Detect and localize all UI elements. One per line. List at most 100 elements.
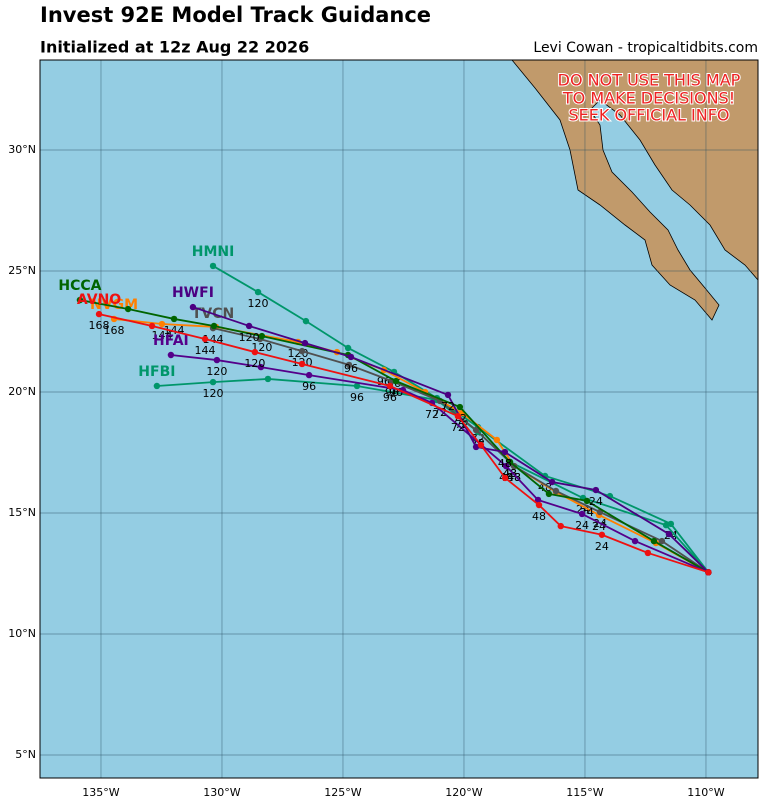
track-point [472,443,480,451]
track-point [95,310,103,318]
track-point [472,426,480,434]
track-point [251,348,259,356]
track-point [353,382,361,390]
hour-label: 96 [302,380,316,393]
track-point [650,537,658,545]
track-point [298,347,306,355]
track-point [148,322,156,330]
ocean [40,60,758,778]
track-point [170,315,178,323]
hour-label: 96 [344,362,358,375]
track-point [209,262,217,270]
track-point [189,303,197,311]
y-tick-label: 25°N [8,264,36,277]
track-point [548,478,556,486]
track-point [347,353,355,361]
track-point [662,521,670,529]
track-point [344,344,352,352]
hour-label: 72 [451,421,465,434]
track-point [501,474,509,482]
model-name: HFAI [153,333,189,349]
track-point [158,320,166,328]
track-point [345,361,353,369]
hour-label: 144 [195,344,216,357]
track-point [583,497,591,505]
track-point [245,322,253,330]
track-point [477,441,485,449]
title: Invest 92E Model Track Guidance [40,3,431,27]
track-point [598,531,606,538]
track-point [124,305,132,313]
track-point [257,363,265,371]
hour-label: 120 [239,331,260,344]
track-point [153,382,161,390]
track-point [213,356,221,364]
track-point [506,458,514,466]
hour-label: 24 [575,519,589,532]
hour-label: 168 [104,324,125,337]
y-tick-label: 30°N [8,143,36,156]
hour-label: 48 [507,471,521,484]
track-point [209,378,217,386]
grid [40,60,758,778]
hour-label: 72 [425,408,439,421]
track-point [557,522,564,530]
track-point [386,382,394,390]
x-tick-label: 110°W [687,786,724,799]
track-point [502,462,510,470]
map-frame [39,59,759,779]
x-tick-label: 125°W [324,786,361,799]
track-point [298,360,306,368]
track-point [302,317,310,325]
land [511,60,758,321]
track-point [210,322,218,330]
track-point [578,510,586,518]
tracks: 24487296120HMNI24487296120HFBI2448729612… [58,244,712,576]
x-tick-label: 130°W [203,786,240,799]
track-point [493,436,501,444]
track-point [644,549,652,557]
hour-label: 120 [244,357,265,370]
x-tick-label: 115°W [566,786,603,799]
hour-label: 48 [507,471,521,484]
track-point [201,335,209,343]
hour-label: 48 [498,457,512,470]
track-point [631,537,639,545]
hour-label: 120 [206,365,227,378]
track-point [258,332,266,340]
model-name: AVNO [77,292,121,308]
hour-label: 144 [164,324,185,337]
track-point [592,486,600,494]
track-line [98,313,709,574]
warning-line: DO NOT USE THIS MAP [558,71,741,90]
model-name: HFBI [138,364,175,380]
hour-label: 120 [248,297,269,310]
track-point [535,501,543,509]
track-point [444,391,452,399]
model-name: HCCA [58,278,101,294]
y-tick-label: 15°N [8,506,36,519]
x-tick-label: 135°W [82,786,119,799]
y-tick-label: 5°N [15,748,36,761]
hour-label: 168 [89,319,110,332]
track-point [301,339,309,347]
track-point [501,448,509,456]
track-point [454,413,462,420]
x-tick-label: 120°W [445,786,482,799]
hour-label: 24 [589,495,603,508]
y-tick-label: 20°N [8,385,36,398]
track-point [76,296,84,304]
track-point [552,487,560,495]
credit: Levi Cowan - tropicaltidbits.com [533,40,758,56]
track-point [456,403,464,411]
track-point [534,496,542,504]
hour-label: 24 [595,540,609,553]
track-point [254,288,262,296]
hour-label: 48 [532,510,546,523]
track-point [305,371,313,379]
warning: DO NOT USE THIS MAP TO MAKE DECISIONS! S… [557,70,742,126]
warning-line: SEEK OFFICIAL INFO [569,106,730,125]
track-point [167,351,175,359]
hour-label: 120 [203,387,224,400]
